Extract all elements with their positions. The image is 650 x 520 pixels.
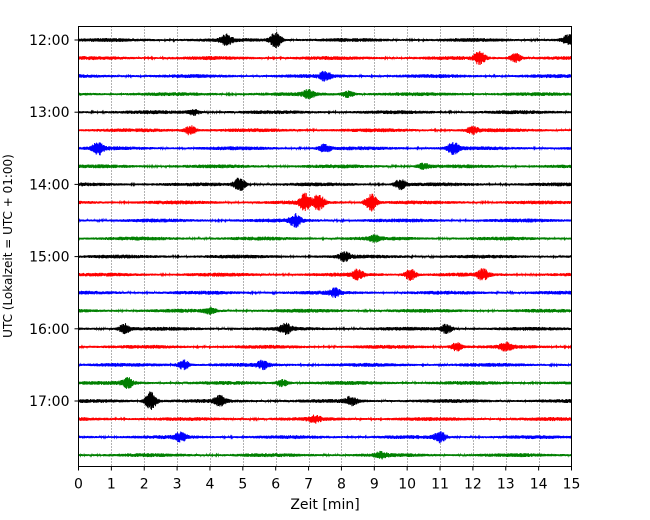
y-axis-label: UTC (Lokalzeit = UTC + 01:00) <box>1 154 15 338</box>
grid-lines <box>111 26 540 467</box>
x-tick-label: 12 <box>464 477 482 493</box>
trace-line <box>78 234 572 243</box>
x-tick-label: 15 <box>563 477 581 493</box>
x-tick-label: 14 <box>530 477 548 493</box>
plot-background <box>78 26 572 467</box>
trace-line <box>78 177 572 192</box>
trace-line <box>78 31 572 48</box>
trace-line <box>78 212 572 228</box>
x-tick-label: 13 <box>497 477 515 493</box>
x-tick-label: 11 <box>431 477 449 493</box>
y-tick-label: 17:00 <box>29 394 69 410</box>
trace-line <box>78 377 572 389</box>
trace-line <box>78 268 572 281</box>
y-axis-ticks: 12:00 13:00 14:00 15:00 16:00 17:00 <box>29 33 79 410</box>
x-tick-label: 5 <box>238 477 247 493</box>
trace-line <box>78 306 572 315</box>
trace-line <box>78 341 572 352</box>
trace-line <box>78 88 572 100</box>
trace-line <box>78 391 572 410</box>
x-tick-label: 0 <box>74 477 83 493</box>
y-tick-label: 12:00 <box>29 33 69 49</box>
y-tick-label: 16:00 <box>29 322 69 338</box>
x-tick-label: 4 <box>206 477 215 493</box>
x-axis-label: Zeit [min] <box>290 497 359 513</box>
y-tick-label: 14:00 <box>29 177 69 193</box>
x-tick-label: 3 <box>173 477 182 493</box>
x-tick-label: 9 <box>370 477 379 493</box>
x-tick-label: 1 <box>107 477 116 493</box>
trace-group <box>78 31 572 460</box>
trace-line <box>78 192 572 212</box>
trace-line <box>78 359 572 371</box>
trace-line <box>78 414 572 424</box>
trace-line <box>78 450 572 460</box>
x-tick-label: 6 <box>271 477 280 493</box>
trace-line <box>78 125 572 136</box>
trace-line <box>78 251 572 263</box>
trace-line <box>78 162 572 170</box>
trace-line <box>78 50 572 66</box>
trace-line <box>78 431 572 444</box>
trace-line <box>78 287 572 299</box>
trace-line <box>78 141 572 156</box>
trace-line <box>78 322 572 336</box>
y-tick-label: 15:00 <box>29 250 69 266</box>
y-tick-label: 13:00 <box>29 105 69 121</box>
x-tick-label: 7 <box>304 477 313 493</box>
x-axis-ticks: 0 1 2 3 4 5 6 7 8 9 10 11 12 13 14 15 <box>74 466 581 493</box>
x-tick-label: 10 <box>398 477 416 493</box>
x-tick-label: 8 <box>337 477 346 493</box>
trace-line <box>78 109 572 116</box>
x-tick-label: 2 <box>140 477 149 493</box>
plot-frame <box>78 26 572 467</box>
trace-line <box>78 70 572 82</box>
